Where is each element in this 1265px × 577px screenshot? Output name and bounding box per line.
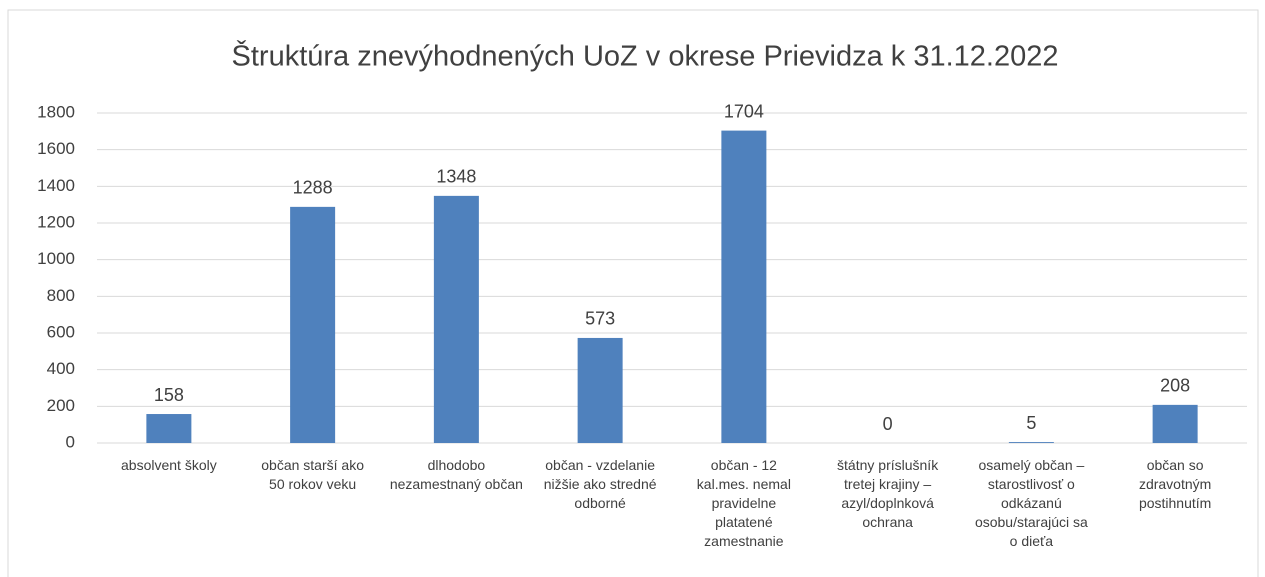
x-tick-label: osamelý občan – starostlivosť o odkázanú os… bbox=[975, 457, 1088, 549]
data-label: 0 bbox=[883, 414, 893, 434]
chart-title: Štruktúra znevýhodnených UoZ v okrese Pr… bbox=[232, 39, 1059, 73]
y-tick-label: 200 bbox=[47, 396, 75, 415]
data-label: 158 bbox=[154, 385, 184, 405]
y-tick-label: 600 bbox=[47, 322, 75, 341]
x-tick-label: občan starší ako 50 rokov veku bbox=[261, 457, 364, 492]
chart-border bbox=[7, 9, 1259, 577]
bar bbox=[433, 195, 479, 443]
y-tick-label: 400 bbox=[47, 359, 75, 378]
bar bbox=[1008, 442, 1054, 443]
y-tick-label: 800 bbox=[47, 286, 75, 305]
bar bbox=[577, 337, 623, 443]
x-tick-label: štátny príslušník tretej krajiny – azyl/do… bbox=[837, 457, 939, 530]
x-tick-label: dlhodobo nezamestnaný občan bbox=[390, 457, 523, 492]
y-tick-label: 1600 bbox=[37, 139, 75, 158]
bar bbox=[146, 414, 192, 443]
x-tick-label: občan - vzdelanie nižšie ako stredné odbor… bbox=[544, 457, 657, 511]
bar bbox=[290, 206, 336, 443]
y-tick-label: 1000 bbox=[37, 249, 75, 268]
data-label: 1704 bbox=[724, 101, 764, 121]
data-label: 573 bbox=[585, 309, 615, 329]
data-label: 5 bbox=[1026, 413, 1036, 433]
bar bbox=[1152, 404, 1198, 443]
x-tick-label: občan - 12 kal.mes. nemal pravidelne platat… bbox=[697, 457, 791, 549]
x-tick-label: absolvent školy bbox=[121, 457, 217, 473]
data-label: 1348 bbox=[436, 167, 476, 187]
y-tick-label: 1400 bbox=[37, 176, 75, 195]
y-tick-label: 0 bbox=[66, 432, 75, 451]
y-tick-label: 1200 bbox=[37, 212, 75, 231]
data-label: 208 bbox=[1160, 376, 1190, 396]
data-label: 1288 bbox=[293, 178, 333, 198]
bar bbox=[721, 130, 767, 443]
x-tick-label: občan so zdravotným postihnutím bbox=[1139, 457, 1211, 511]
y-tick-label: 1800 bbox=[37, 102, 75, 121]
